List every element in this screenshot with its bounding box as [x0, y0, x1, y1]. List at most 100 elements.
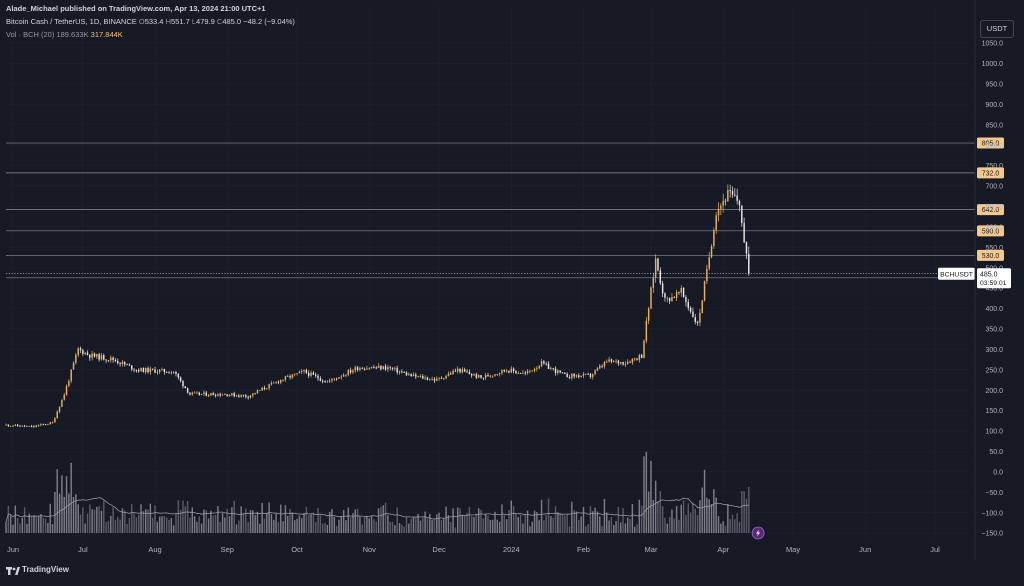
candle-body [633, 358, 636, 360]
volume-bar [261, 503, 263, 533]
candle-body [417, 376, 419, 378]
volume-bar [377, 508, 380, 533]
volume-bar [540, 499, 543, 533]
y-tick-label: 450.0 [985, 286, 1003, 293]
candle-body [647, 308, 650, 321]
volume-bar [682, 500, 685, 533]
y-tick-label: 1050.0 [982, 41, 1004, 48]
volume-bar [394, 525, 396, 533]
time-axis[interactable]: Jun Jul Aug Sep Oct Nov Dec 2024 Feb Mar Apr May Jun… [7, 545, 940, 554]
currency-button[interactable]: USDT [980, 20, 1014, 38]
volume-bar [163, 516, 166, 533]
candle-body [224, 394, 226, 396]
volume-bar [107, 520, 110, 533]
candle-body [564, 372, 566, 374]
candle-body [68, 380, 70, 386]
volume-bar [135, 517, 138, 533]
candle-body [138, 370, 140, 372]
candle-body [450, 373, 452, 375]
candle-body [512, 368, 515, 371]
volume-bar [63, 496, 65, 533]
candle-body [624, 363, 627, 365]
volume-bar [363, 516, 366, 533]
candle-body [270, 382, 273, 385]
candle-body [144, 368, 147, 373]
volume-bar [314, 521, 317, 533]
volume-bar [617, 506, 620, 533]
y-tick-label: 250.0 [985, 367, 1003, 374]
candle-body [731, 191, 734, 195]
ohlc-low-label: L [191, 17, 197, 26]
candle-body [666, 297, 669, 299]
tradingview-brand[interactable]: TradingView [22, 565, 69, 574]
volume-bar [191, 507, 194, 533]
volume-bar [398, 523, 401, 533]
candle-body [568, 377, 571, 379]
candle-body [205, 392, 207, 396]
candle-body [233, 393, 235, 397]
candle-body [219, 394, 221, 396]
candle-body [266, 388, 268, 390]
candle-body [347, 370, 350, 375]
volume-bar [375, 521, 377, 533]
candle-body [324, 381, 326, 383]
candle-body [98, 354, 100, 360]
candle-body [438, 377, 440, 379]
volume-bar [221, 513, 224, 533]
candle-body [359, 368, 361, 370]
volume-bar [387, 515, 389, 533]
candle-body [368, 368, 370, 370]
candle-body [75, 354, 77, 363]
volume-bar [417, 514, 419, 533]
tradingview-logo-icon[interactable] [6, 566, 20, 576]
candle-body [429, 379, 431, 381]
level-tag [977, 137, 1004, 149]
candle-body [708, 257, 710, 269]
candle-body [177, 373, 180, 378]
volume-bar [228, 516, 231, 533]
publisher-text: Alade_Michael published on TradingView.c… [6, 4, 266, 13]
volume-bar [545, 515, 547, 533]
volume-bar [124, 510, 126, 533]
volume-bar [226, 508, 228, 533]
volume-bar [144, 509, 147, 533]
volume-bar [12, 524, 14, 533]
candle-body [149, 368, 152, 373]
candle-body [161, 368, 163, 370]
candle-body [657, 258, 659, 271]
candle-body [480, 375, 482, 378]
volume-bar [498, 521, 501, 533]
volume-bar [496, 519, 499, 533]
volume-bar [103, 500, 105, 533]
candle-body [461, 369, 464, 373]
candle-body [9, 425, 12, 427]
volume-bar [426, 518, 429, 533]
volume-bar [140, 504, 142, 533]
candle-body [398, 371, 401, 373]
candle-body [249, 395, 252, 398]
volume-bar [110, 515, 112, 533]
volume-bar [305, 506, 308, 533]
candle-body [745, 242, 748, 254]
volume-bar [138, 514, 140, 533]
candle-body [422, 376, 424, 379]
level-tag [977, 249, 1004, 261]
candle-body [352, 370, 354, 373]
candle-body [263, 387, 266, 389]
publisher-line: Alade_Michael published on TradingView.c… [6, 4, 266, 13]
candle-body [107, 360, 110, 362]
volume-bar [28, 513, 31, 533]
candle-body [133, 369, 135, 371]
candle-body [636, 358, 638, 360]
candle-body [338, 377, 340, 379]
volume-value: 317.844K [90, 30, 123, 39]
candle-body [545, 363, 547, 365]
candle-body [273, 382, 275, 384]
candle-body [126, 364, 128, 366]
candle-body [682, 288, 685, 297]
candle-body [540, 361, 543, 367]
candle-body [47, 424, 49, 426]
